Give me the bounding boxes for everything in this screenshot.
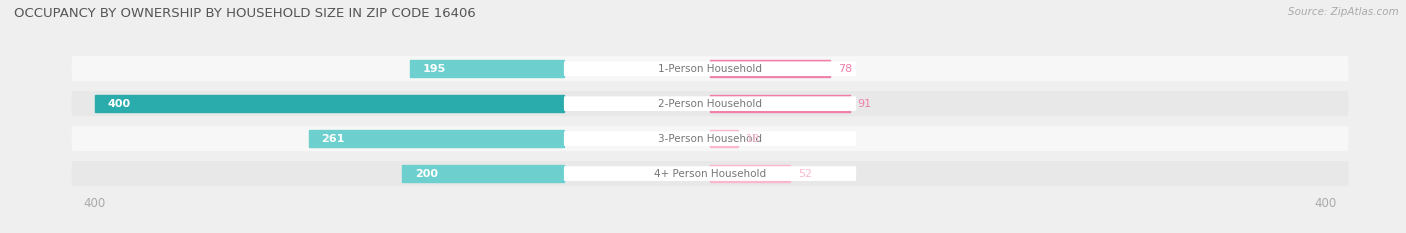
Text: Source: ZipAtlas.com: Source: ZipAtlas.com [1288,7,1399,17]
Bar [710,95,851,112]
Bar [402,165,564,182]
Text: OCCUPANCY BY OWNERSHIP BY HOUSEHOLD SIZE IN ZIP CODE 16406: OCCUPANCY BY OWNERSHIP BY HOUSEHOLD SIZE… [14,7,475,20]
Bar [710,165,790,182]
Text: 18: 18 [745,134,759,144]
FancyBboxPatch shape [72,126,1348,151]
FancyBboxPatch shape [564,61,856,76]
Bar [308,130,564,147]
FancyBboxPatch shape [72,91,1348,116]
FancyBboxPatch shape [72,56,1348,81]
Text: 195: 195 [422,64,446,74]
Bar [710,60,830,77]
Text: 2-Person Household: 2-Person Household [658,99,762,109]
Bar [710,130,738,147]
Text: 4+ Person Household: 4+ Person Household [654,169,766,178]
FancyBboxPatch shape [564,131,856,146]
Text: 1-Person Household: 1-Person Household [658,64,762,74]
Text: 261: 261 [321,134,344,144]
Text: 400: 400 [107,99,131,109]
Text: 200: 200 [415,169,437,178]
Text: 3-Person Household: 3-Person Household [658,134,762,144]
Text: 78: 78 [838,64,852,74]
FancyBboxPatch shape [564,96,856,111]
Text: 91: 91 [858,99,872,109]
Text: 52: 52 [797,169,811,178]
Bar [411,60,564,77]
FancyBboxPatch shape [564,166,856,181]
FancyBboxPatch shape [72,161,1348,186]
Bar [94,95,564,112]
